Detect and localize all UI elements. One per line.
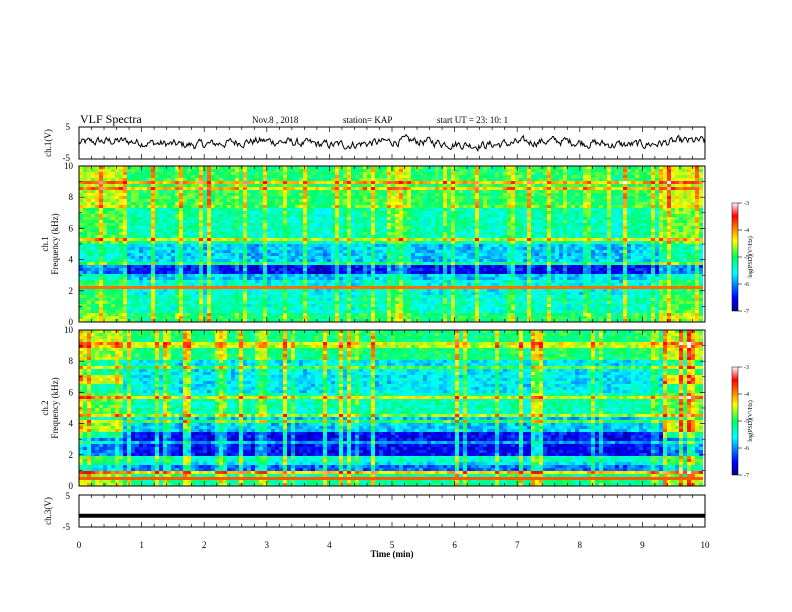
ch1-spectrogram-image: [79, 166, 703, 322]
y-tick-label: 8: [69, 356, 74, 366]
ch3-waveform-panel: 5 -5 ch.3(V): [43, 491, 706, 532]
ch3-ytick-top: 5: [66, 491, 71, 501]
colorbar-tick-label: -5: [744, 255, 749, 261]
colorbar-tick-label: -7: [744, 473, 749, 479]
ch1-ylabel: ch.1(V): [43, 129, 53, 157]
ch1-waveform-line: [78, 133, 706, 152]
y-tick-label: 8: [69, 192, 74, 202]
ch2-colorbar: log(PSD)(V²/Hz) -3 -4 -5 -6 -7: [731, 365, 754, 479]
ch2-spec-ylabel: ch.2: [40, 400, 50, 415]
ch3-ytick-bottom: -5: [63, 522, 71, 532]
x-tick-label: 10: [701, 540, 711, 550]
y-tick-label: 6: [69, 387, 74, 397]
figure-title: VLF Spectra: [80, 112, 142, 126]
ch1-spec-ylabel: ch.1: [40, 236, 50, 251]
colorbar-tick-label: -3: [744, 365, 749, 371]
y-tick-label: 6: [69, 223, 74, 233]
y-tick-label: 10: [64, 325, 74, 335]
colorbar-tick-label: -5: [744, 419, 749, 425]
colorbar-tick-label: -4: [744, 228, 749, 234]
x-tick-label: 4: [327, 540, 332, 550]
ch1-spec-ylabel-freq: Frequency (kHz): [50, 213, 60, 274]
station-label: station= KAP: [343, 115, 392, 125]
ch2-spectrogram-image: [79, 330, 703, 486]
ch2-colorbar-label: log(PSD)(V²/Hz): [747, 400, 754, 441]
x-tick-label: 0: [77, 540, 82, 550]
start-time-label: start UT = 23: 10: 1: [437, 115, 508, 125]
ch1-colorbar-label: log(PSD)(V²/Hz): [747, 236, 754, 277]
ch1-ytick-top: 5: [66, 122, 71, 132]
ch1-ytick-bottom: -5: [63, 153, 71, 163]
colorbar-tick-label: -7: [744, 309, 749, 315]
y-tick-label: 0: [69, 317, 74, 327]
y-tick-label: 0: [69, 481, 74, 491]
x-tick-label: 8: [578, 540, 583, 550]
colorbar-tick-label: -6: [744, 446, 749, 452]
ch1-spectrogram-panel: 0 2 4 6 8 10 ch.1 Frequency (kHz): [40, 161, 706, 327]
date-label: Nov.8 , 2018: [252, 115, 299, 125]
ch3-ylabel: ch.3(V): [43, 497, 53, 525]
x-tick-label: 3: [265, 540, 270, 550]
colorbar-tick-label: -3: [744, 201, 749, 207]
y-tick-label: 2: [69, 286, 74, 296]
x-tick-label: 9: [640, 540, 645, 550]
x-tick-label: 5: [390, 540, 395, 550]
x-tick-label: 6: [452, 540, 457, 550]
y-tick-label: 4: [69, 255, 74, 265]
x-axis-tick-labels: 0 1 2 3 4 5 6 7 8 9 10: [77, 540, 710, 550]
y-tick-label: 4: [69, 419, 74, 429]
colorbar-tick-label: -4: [744, 392, 749, 398]
ch1-waveform-panel: 5 -5 ch.1(V): [43, 122, 706, 163]
y-tick-label: 10: [64, 161, 74, 171]
y-tick-label: 2: [69, 450, 74, 460]
x-tick-label: 7: [515, 540, 520, 550]
ch2-spec-ylabel-freq: Frequency (kHz): [50, 377, 60, 438]
x-tick-label: 1: [139, 540, 144, 550]
ch2-spectrogram-panel: 0 2 4 6 8 10 ch.2 Frequency (kHz): [40, 325, 706, 491]
x-tick-label: 2: [202, 540, 207, 550]
x-axis-label: Time (min): [370, 549, 413, 559]
ch1-colorbar: log(PSD)(V²/Hz) -3 -4 -5 -6 -7: [731, 201, 754, 315]
colorbar-tick-label: -6: [744, 282, 749, 288]
